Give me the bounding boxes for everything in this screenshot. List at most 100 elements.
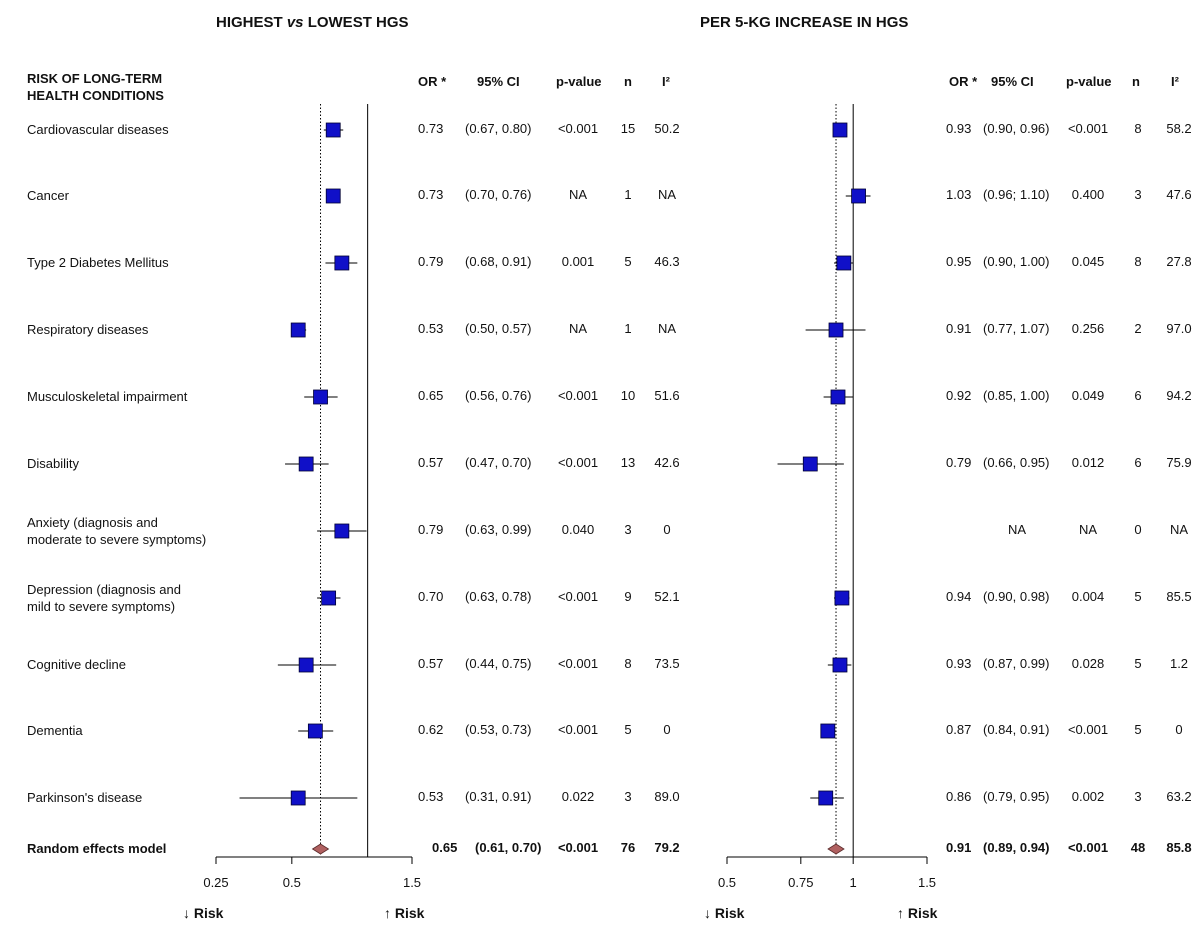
left-n-value: 1 bbox=[624, 321, 632, 336]
right-i2-value: 85.5 bbox=[1166, 589, 1192, 604]
condition-label: Dementia bbox=[27, 723, 83, 738]
left-p-value: <0.001 bbox=[557, 455, 599, 470]
left-point-estimate bbox=[307, 723, 323, 739]
right-p-value: 0.002 bbox=[1071, 789, 1105, 804]
right-or-value: 0.79 bbox=[946, 455, 972, 470]
condition-label: Depression (diagnosis and mild to severe… bbox=[27, 582, 181, 614]
right-header-i2: I² bbox=[1171, 74, 1179, 89]
left-summary-ci: (0.61, 0.70) bbox=[475, 840, 542, 855]
condition-label: Cognitive decline bbox=[27, 657, 127, 672]
right-point-estimate bbox=[802, 456, 818, 472]
right-i2-value: 58.2 bbox=[1166, 121, 1192, 136]
left-n-value: 1 bbox=[624, 187, 632, 202]
left-ci-value: (0.31, 0.91) bbox=[465, 789, 532, 804]
right-i2-value: 75.9 bbox=[1166, 455, 1192, 470]
left-p-value: <0.001 bbox=[557, 388, 599, 403]
right-or-value: 0.93 bbox=[946, 656, 972, 671]
left-i2-value: 50.2 bbox=[654, 121, 680, 136]
right-axis-tick-label: 0.75 bbox=[788, 875, 814, 890]
right-point-estimate bbox=[851, 188, 866, 204]
left-p-value: <0.001 bbox=[557, 121, 599, 136]
left-n-value: 3 bbox=[624, 522, 632, 537]
left-n-value: 10 bbox=[620, 388, 636, 403]
left-or-value: 0.73 bbox=[418, 187, 444, 202]
left-or-value: 0.70 bbox=[418, 589, 444, 604]
left-or-value: 0.62 bbox=[418, 722, 444, 737]
right-ci-value: (0.90, 0.96) bbox=[983, 121, 1050, 136]
right-n-value: 3 bbox=[1134, 789, 1142, 804]
right-ci-value: (0.87, 0.99) bbox=[983, 656, 1050, 671]
right-axis-tick-label: 1 bbox=[849, 875, 857, 890]
condition-label: Disability bbox=[27, 456, 80, 471]
right-n-value: 6 bbox=[1134, 455, 1142, 470]
left-n-value: 3 bbox=[624, 789, 632, 804]
left-point-estimate bbox=[334, 523, 350, 539]
right-increased-risk-label: ↑ Risk bbox=[897, 905, 938, 921]
right-n-value: 5 bbox=[1134, 589, 1142, 604]
right-p-value: 0.049 bbox=[1071, 388, 1105, 403]
right-or-value: 1.03 bbox=[946, 187, 972, 202]
left-n-value: 13 bbox=[620, 455, 636, 470]
left-i2-value: 46.3 bbox=[654, 254, 680, 269]
left-n-value: 15 bbox=[620, 121, 636, 136]
right-point-estimate bbox=[836, 255, 852, 271]
left-or-value: 0.73 bbox=[418, 121, 444, 136]
left-or-value: 0.53 bbox=[418, 789, 444, 804]
right-n-value: 5 bbox=[1134, 722, 1142, 737]
left-summary-diamond bbox=[311, 843, 330, 855]
right-point-estimate bbox=[830, 389, 846, 405]
left-header-n: n bbox=[624, 74, 632, 89]
right-ci-value: (0.66, 0.95) bbox=[983, 455, 1050, 470]
left-decreased-risk-label: ↓ Risk bbox=[183, 905, 224, 921]
left-i2-value: 89.0 bbox=[654, 789, 680, 804]
left-p-value: NA bbox=[568, 321, 588, 336]
right-n-value: 2 bbox=[1134, 321, 1142, 336]
left-ci-value: (0.56, 0.76) bbox=[465, 388, 532, 403]
left-point-estimate bbox=[290, 790, 306, 806]
left-ci-value: (0.63, 0.78) bbox=[465, 589, 532, 604]
left-ci-value: (0.50, 0.57) bbox=[465, 321, 532, 336]
left-summary-or: 0.65 bbox=[432, 840, 458, 855]
left-axis-tick-label: 0.5 bbox=[282, 875, 301, 890]
right-p-value: 0.045 bbox=[1071, 254, 1105, 269]
right-i2-value: 97.0 bbox=[1166, 321, 1192, 336]
right-decreased-risk-label: ↓ Risk bbox=[704, 905, 745, 921]
left-p-value: NA bbox=[568, 187, 588, 202]
right-i2-value: 47.6 bbox=[1166, 187, 1192, 202]
right-i2-value: 1.2 bbox=[1169, 656, 1189, 671]
right-i2-value: 27.8 bbox=[1166, 254, 1192, 269]
left-point-estimate bbox=[325, 188, 341, 204]
left-or-value: 0.79 bbox=[418, 522, 444, 537]
summary-label: Random effects model bbox=[27, 841, 167, 856]
right-i2-value: 94.2 bbox=[1166, 388, 1192, 403]
right-n-value: 8 bbox=[1134, 121, 1142, 136]
right-header-or: OR * bbox=[949, 74, 978, 89]
right-n-value: 3 bbox=[1134, 187, 1142, 202]
condition-label: Parkinson's disease bbox=[27, 790, 143, 805]
right-n-value: 6 bbox=[1134, 388, 1142, 403]
left-n-value: 9 bbox=[624, 589, 632, 604]
right-header-p: p-value bbox=[1066, 74, 1112, 89]
right-or-value: 0.93 bbox=[946, 121, 972, 136]
right-p-value: <0.001 bbox=[1067, 121, 1109, 136]
left-point-estimate bbox=[298, 456, 314, 472]
right-point-estimate bbox=[832, 122, 848, 138]
left-point-estimate bbox=[334, 255, 350, 271]
right-summary-i2: 85.8 bbox=[1166, 840, 1192, 855]
condition-label: Anxiety (diagnosis and moderate to sever… bbox=[27, 515, 207, 547]
right-ci-value: (0.90, 1.00) bbox=[983, 254, 1050, 269]
right-ci-value: (0.90, 0.98) bbox=[983, 589, 1050, 604]
right-i2-value: 63.2 bbox=[1166, 789, 1192, 804]
right-summary-diamond bbox=[827, 843, 845, 855]
left-i2-value: 52.1 bbox=[654, 589, 680, 604]
right-summary-p: <0.001 bbox=[1067, 840, 1109, 855]
left-p-value: 0.040 bbox=[561, 522, 595, 537]
right-point-estimate bbox=[832, 657, 848, 673]
condition-label: Cardiovascular diseases bbox=[27, 122, 169, 137]
left-or-value: 0.53 bbox=[418, 321, 444, 336]
left-increased-risk-label: ↑ Risk bbox=[384, 905, 425, 921]
right-header-ci: 95% CI bbox=[991, 74, 1034, 89]
left-i2-value: 42.6 bbox=[654, 455, 680, 470]
left-header-or: OR * bbox=[418, 74, 447, 89]
